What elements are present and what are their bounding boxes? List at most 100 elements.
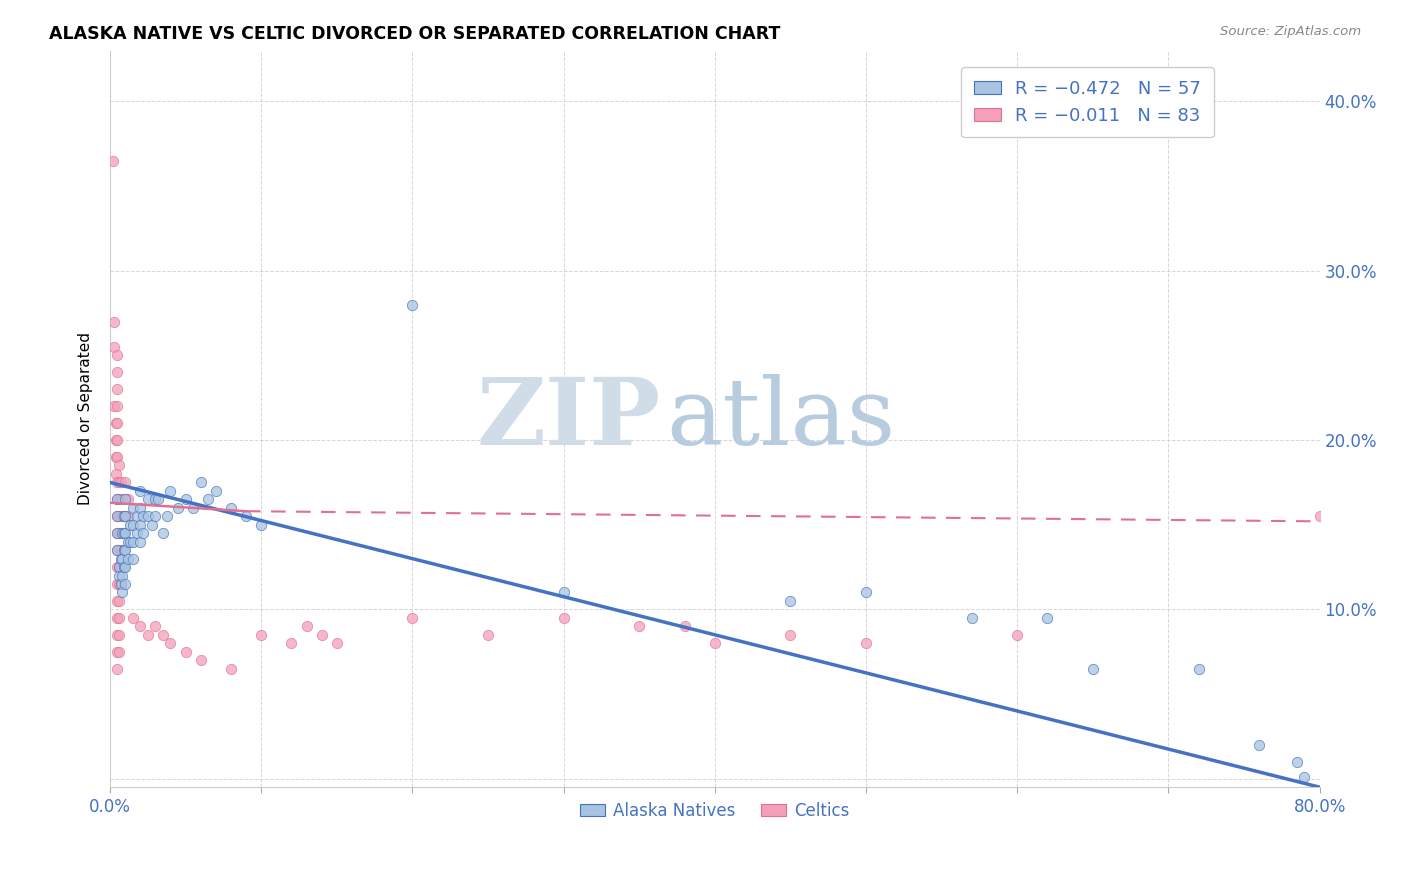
Point: [250, 517, 273, 532]
Point: [112, 526, 135, 541]
Point: [1249, 738, 1271, 752]
Point: [110, 543, 132, 558]
Point: [477, 628, 499, 642]
Point: [111, 551, 134, 566]
Point: [107, 492, 129, 507]
Point: [1005, 628, 1028, 642]
Point: [107, 433, 129, 447]
Point: [197, 492, 219, 507]
Y-axis label: Divorced or Separated: Divorced or Separated: [79, 333, 93, 506]
Point: [104, 467, 127, 481]
Point: [103, 399, 125, 413]
Point: [174, 492, 197, 507]
Point: [107, 560, 129, 574]
Point: [107, 611, 129, 625]
Point: [280, 636, 302, 650]
Point: [114, 492, 136, 507]
Point: [132, 509, 155, 524]
Point: [235, 509, 257, 524]
Point: [107, 526, 129, 541]
Point: [121, 500, 143, 515]
Point: [673, 619, 696, 633]
Point: [108, 560, 131, 574]
Point: [103, 315, 125, 329]
Point: [107, 450, 129, 464]
Point: [112, 509, 135, 524]
Point: [628, 619, 651, 633]
Point: [219, 662, 242, 676]
Point: [108, 611, 131, 625]
Point: [855, 585, 877, 599]
Point: [143, 509, 166, 524]
Point: [127, 526, 149, 541]
Point: [103, 340, 125, 354]
Point: [107, 416, 129, 430]
Point: [553, 585, 575, 599]
Point: [114, 560, 136, 574]
Point: [855, 636, 877, 650]
Point: [108, 594, 131, 608]
Point: [108, 492, 131, 507]
Point: [181, 500, 204, 515]
Point: [117, 492, 139, 507]
Point: [136, 492, 159, 507]
Point: [136, 628, 159, 642]
Point: [401, 611, 423, 625]
Point: [141, 517, 163, 532]
Point: [110, 560, 132, 574]
Point: [108, 645, 131, 659]
Point: [167, 500, 190, 515]
Point: [107, 543, 129, 558]
Point: [110, 577, 132, 591]
Point: [219, 500, 242, 515]
Point: [401, 298, 423, 312]
Point: [703, 636, 725, 650]
Point: [118, 534, 141, 549]
Point: [108, 475, 131, 490]
Point: [250, 628, 273, 642]
Point: [110, 509, 132, 524]
Point: [1036, 611, 1059, 625]
Point: [110, 475, 132, 490]
Point: [111, 585, 134, 599]
Point: [107, 543, 129, 558]
Point: [111, 492, 134, 507]
Point: [1294, 770, 1316, 784]
Point: [108, 509, 131, 524]
Point: [107, 399, 129, 413]
Point: [114, 543, 136, 558]
Point: [117, 509, 139, 524]
Point: [295, 619, 318, 633]
Point: [132, 526, 155, 541]
Point: [1081, 662, 1104, 676]
Point: [108, 568, 131, 582]
Point: [108, 560, 131, 574]
Point: [190, 475, 212, 490]
Text: atlas: atlas: [666, 374, 896, 464]
Point: [107, 594, 129, 608]
Point: [112, 526, 135, 541]
Point: [174, 645, 197, 659]
Point: [107, 526, 129, 541]
Point: [107, 348, 129, 362]
Point: [129, 517, 152, 532]
Point: [107, 365, 129, 379]
Point: [107, 662, 129, 676]
Point: [156, 509, 179, 524]
Point: [111, 568, 134, 582]
Point: [129, 483, 152, 498]
Point: [107, 645, 129, 659]
Point: [553, 611, 575, 625]
Point: [121, 534, 143, 549]
Point: [152, 526, 174, 541]
Point: [108, 526, 131, 541]
Legend: Alaska Natives, Celtics: Alaska Natives, Celtics: [574, 796, 856, 827]
Point: [1309, 509, 1331, 524]
Point: [108, 577, 131, 591]
Text: ALASKA NATIVE VS CELTIC DIVORCED OR SEPARATED CORRELATION CHART: ALASKA NATIVE VS CELTIC DIVORCED OR SEPA…: [49, 25, 780, 43]
Point: [107, 475, 129, 490]
Point: [143, 492, 166, 507]
Text: Source: ZipAtlas.com: Source: ZipAtlas.com: [1220, 25, 1361, 38]
Point: [121, 551, 143, 566]
Point: [112, 543, 135, 558]
